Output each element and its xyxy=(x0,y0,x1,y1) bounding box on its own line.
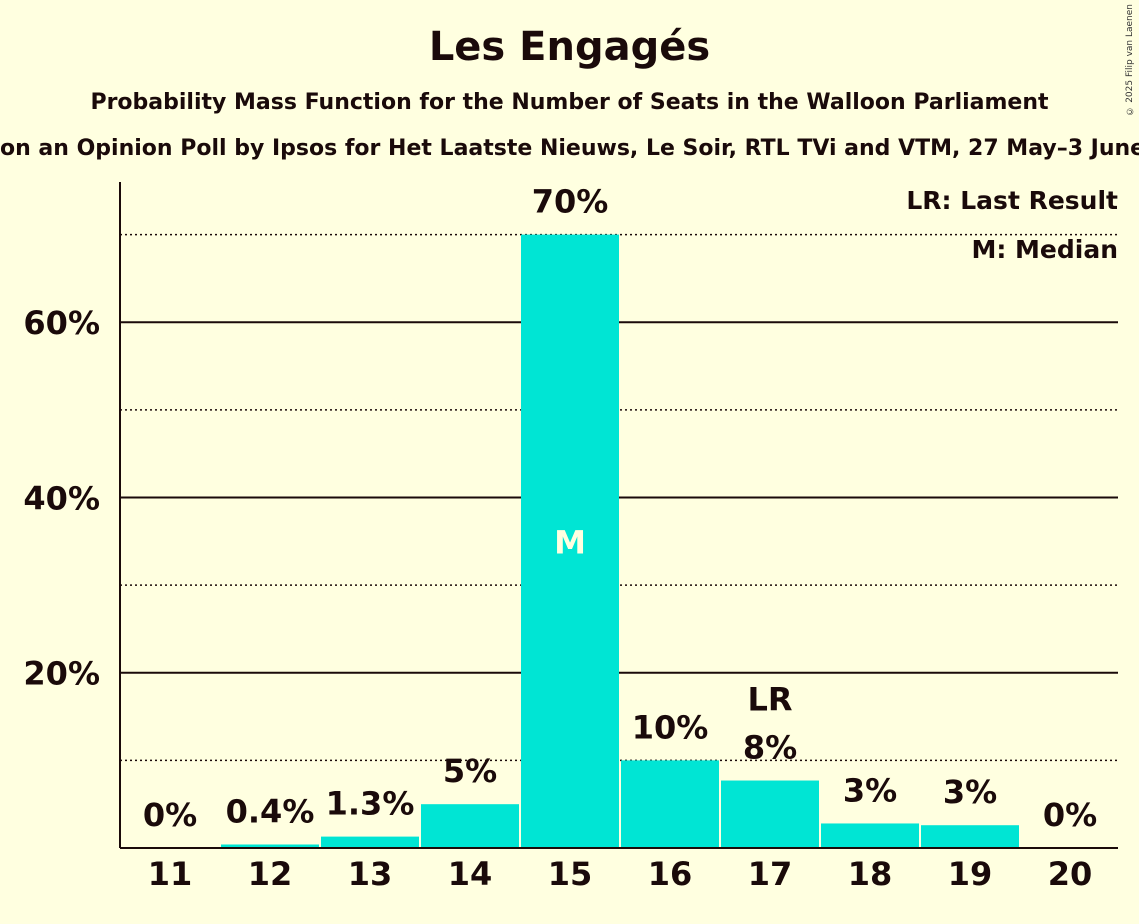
data-label: 3% xyxy=(943,773,997,811)
data-label: 5% xyxy=(443,752,497,790)
data-label: 8% xyxy=(743,729,797,767)
y-tick-label: 20% xyxy=(23,655,100,693)
data-label: 0% xyxy=(143,796,197,834)
legend-last-result: LR: Last Result xyxy=(906,186,1118,215)
legend-median: M: Median xyxy=(971,235,1118,264)
x-tick-label: 11 xyxy=(148,855,193,893)
chart-title: Les Engagés xyxy=(428,24,711,70)
bar-16 xyxy=(621,760,719,848)
bar-13 xyxy=(321,836,419,848)
data-label: 0% xyxy=(1043,796,1097,834)
x-tick-label: 17 xyxy=(748,855,793,893)
last-result-marker: LR xyxy=(747,681,792,719)
x-tick-label: 19 xyxy=(948,855,993,893)
x-tick-label: 20 xyxy=(1048,855,1093,893)
x-tick-label: 15 xyxy=(548,855,593,893)
chart-source: on an Opinion Poll by Ipsos for Het Laat… xyxy=(0,136,1139,161)
x-tick-label: 13 xyxy=(348,855,393,893)
y-tick-label: 40% xyxy=(23,479,100,517)
x-tick-label: 18 xyxy=(848,855,893,893)
x-tick-label: 14 xyxy=(448,855,493,893)
data-label: 1.3% xyxy=(326,785,415,823)
x-tick-label: 16 xyxy=(648,855,693,893)
chart-subtitle: Probability Mass Function for the Number… xyxy=(90,90,1049,115)
axes: 20% 40% 60% xyxy=(23,182,1118,849)
data-label: 0.4% xyxy=(226,792,315,830)
x-tick-label: 12 xyxy=(248,855,293,893)
bar-12 xyxy=(221,844,319,848)
data-label: 70% xyxy=(532,183,609,221)
median-marker: M xyxy=(554,523,586,561)
bar-18 xyxy=(821,823,919,848)
bar-15 xyxy=(521,234,619,848)
data-labels: 11 0% 12 0.4% 13 1.3% 14 5% 15 70% M 16 10% 17 8% LR 18 3… xyxy=(143,183,1097,893)
bar-17 xyxy=(721,780,819,848)
data-label: 10% xyxy=(632,708,709,746)
bar-14 xyxy=(421,804,519,848)
y-tick-label: 60% xyxy=(23,304,100,342)
bars xyxy=(221,234,1019,848)
data-label: 3% xyxy=(843,771,897,809)
bar-19 xyxy=(921,825,1019,848)
